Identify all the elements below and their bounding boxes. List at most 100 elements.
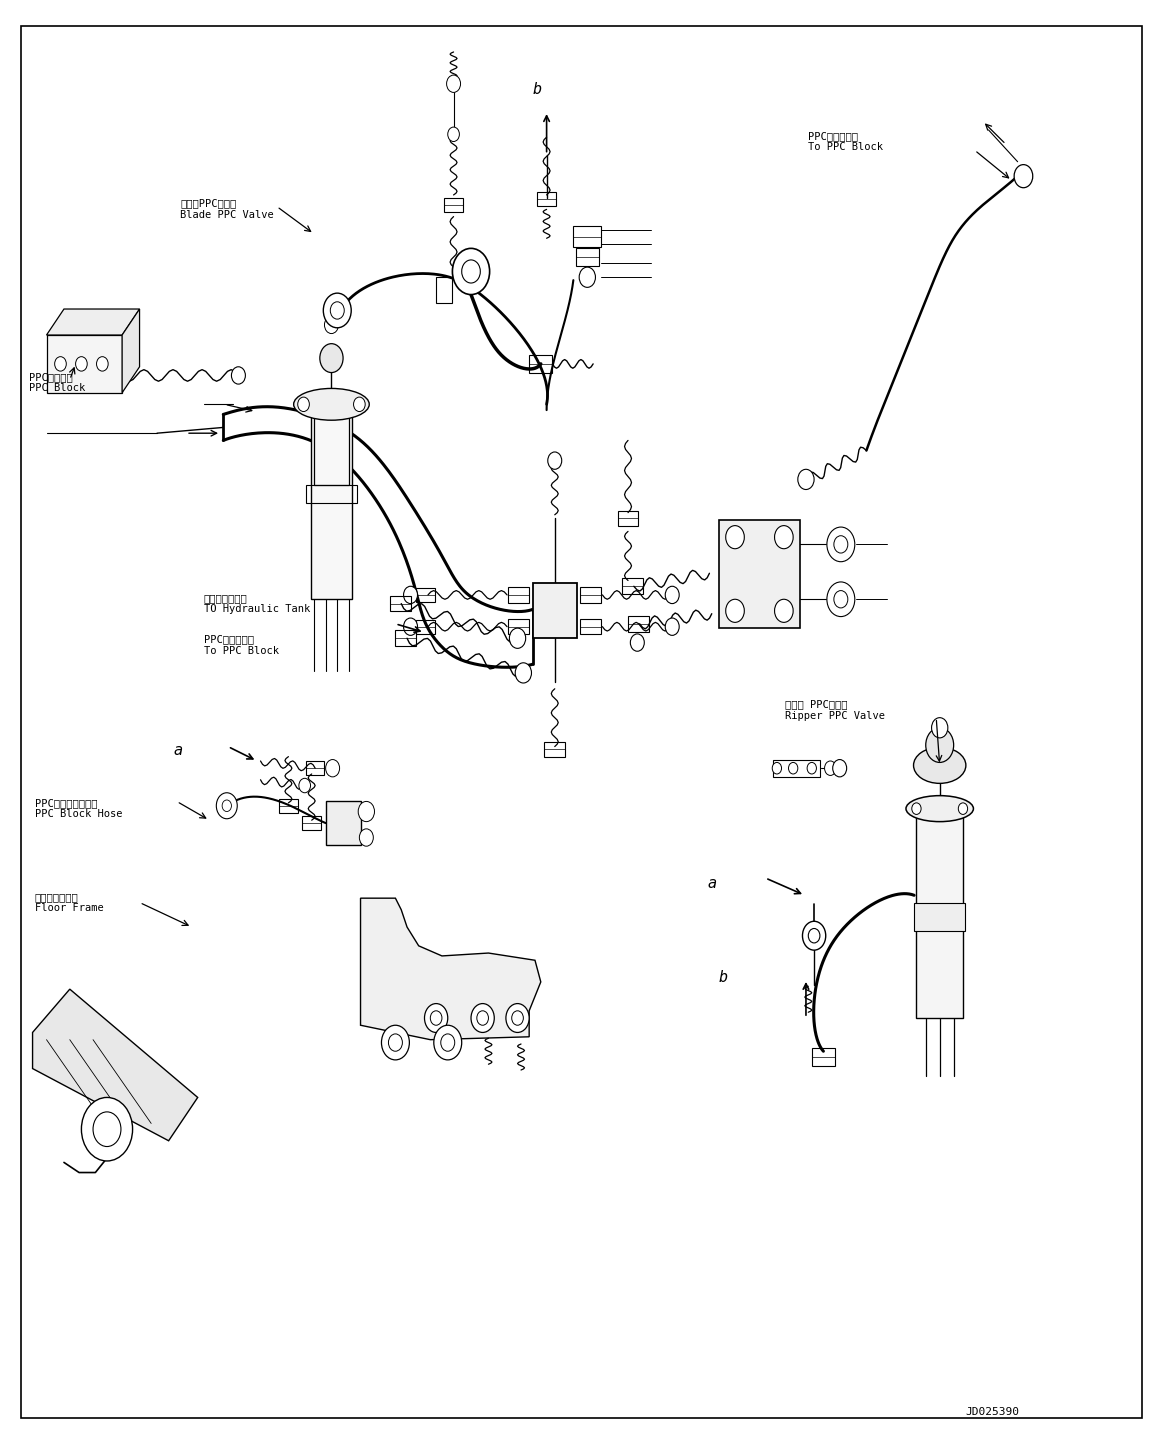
Bar [508, 619, 529, 634]
Circle shape [441, 1034, 455, 1051]
Circle shape [926, 728, 954, 762]
Circle shape [448, 127, 459, 142]
Circle shape [775, 526, 793, 549]
Text: PPCブロックホース
PPC Block Hose: PPCブロックホース PPC Block Hose [35, 799, 122, 819]
Circle shape [665, 586, 679, 604]
Circle shape [354, 397, 365, 412]
Text: b: b [533, 82, 542, 97]
Bar [573, 227, 601, 247]
Circle shape [326, 760, 340, 777]
Circle shape [827, 527, 855, 562]
Polygon shape [361, 898, 541, 1040]
Bar [916, 809, 963, 1018]
Bar [314, 404, 349, 485]
Text: PPCブロックへ
To PPC Block: PPCブロックへ To PPC Block [204, 635, 278, 656]
Circle shape [216, 793, 237, 819]
Circle shape [579, 267, 595, 287]
Circle shape [388, 1034, 402, 1051]
Ellipse shape [906, 796, 973, 822]
Circle shape [512, 1011, 523, 1025]
Bar [719, 520, 800, 628]
Circle shape [789, 762, 798, 774]
Bar [812, 1048, 835, 1066]
Bar [444, 198, 463, 212]
Circle shape [509, 628, 526, 648]
Circle shape [323, 293, 351, 328]
Bar [416, 619, 435, 634]
Circle shape [97, 357, 108, 371]
Circle shape [726, 599, 744, 622]
Polygon shape [33, 989, 198, 1141]
Circle shape [958, 803, 968, 814]
Circle shape [299, 778, 311, 793]
Circle shape [825, 761, 836, 775]
Circle shape [452, 248, 490, 295]
Bar [390, 596, 411, 611]
Circle shape [330, 302, 344, 319]
Polygon shape [122, 309, 140, 393]
Circle shape [834, 536, 848, 553]
Circle shape [775, 599, 793, 622]
Ellipse shape [293, 388, 370, 420]
Circle shape [55, 357, 66, 371]
Circle shape [298, 397, 309, 412]
Circle shape [506, 1004, 529, 1032]
Text: ブレーPPCバルブ
Blade PPC Valve: ブレーPPCバルブ Blade PPC Valve [180, 199, 274, 219]
Text: a: a [173, 744, 183, 758]
Bar [47, 335, 122, 393]
Text: JD025390: JD025390 [965, 1408, 1019, 1417]
Bar [537, 192, 556, 206]
Bar [302, 816, 321, 830]
Ellipse shape [914, 748, 966, 783]
Circle shape [665, 618, 679, 635]
Circle shape [320, 344, 343, 373]
Bar [326, 801, 361, 845]
Circle shape [912, 803, 921, 814]
Circle shape [424, 1004, 448, 1032]
Bar [618, 511, 638, 526]
Circle shape [932, 718, 948, 738]
Circle shape [430, 1011, 442, 1025]
Bar [395, 631, 416, 645]
Circle shape [404, 618, 418, 635]
Bar [914, 902, 965, 931]
Bar [508, 588, 529, 602]
Bar [622, 579, 643, 593]
Bar [416, 588, 435, 602]
Circle shape [834, 591, 848, 608]
Text: PPCブロック
PPC Block: PPCブロック PPC Block [29, 373, 85, 393]
Bar [306, 485, 357, 503]
Circle shape [515, 663, 531, 683]
Bar [544, 742, 565, 757]
Bar [311, 404, 352, 599]
Circle shape [358, 801, 374, 822]
Circle shape [404, 586, 418, 604]
Bar [628, 617, 649, 631]
Circle shape [231, 367, 245, 384]
Circle shape [548, 452, 562, 469]
Text: フロアフレーム
Floor Frame: フロアフレーム Floor Frame [35, 892, 104, 913]
Bar [533, 583, 577, 638]
Circle shape [477, 1011, 488, 1025]
Circle shape [434, 1025, 462, 1060]
Circle shape [81, 1097, 133, 1161]
Circle shape [222, 800, 231, 812]
Text: リッパ PPCバルブ
Ripper PPC Valve: リッパ PPCバルブ Ripper PPC Valve [785, 700, 885, 721]
Circle shape [630, 634, 644, 651]
Circle shape [726, 526, 744, 549]
Circle shape [808, 928, 820, 943]
Bar [580, 619, 601, 634]
Bar [529, 355, 552, 373]
Circle shape [807, 762, 816, 774]
Circle shape [772, 762, 782, 774]
Circle shape [802, 921, 826, 950]
Circle shape [359, 829, 373, 846]
Circle shape [1014, 165, 1033, 188]
Polygon shape [47, 309, 140, 335]
Bar [773, 760, 820, 777]
Bar [436, 277, 452, 303]
Text: 作動油タンクへ
TO Hydraulic Tank: 作動油タンクへ TO Hydraulic Tank [204, 593, 309, 614]
Circle shape [471, 1004, 494, 1032]
Circle shape [93, 1112, 121, 1147]
Circle shape [324, 316, 338, 334]
